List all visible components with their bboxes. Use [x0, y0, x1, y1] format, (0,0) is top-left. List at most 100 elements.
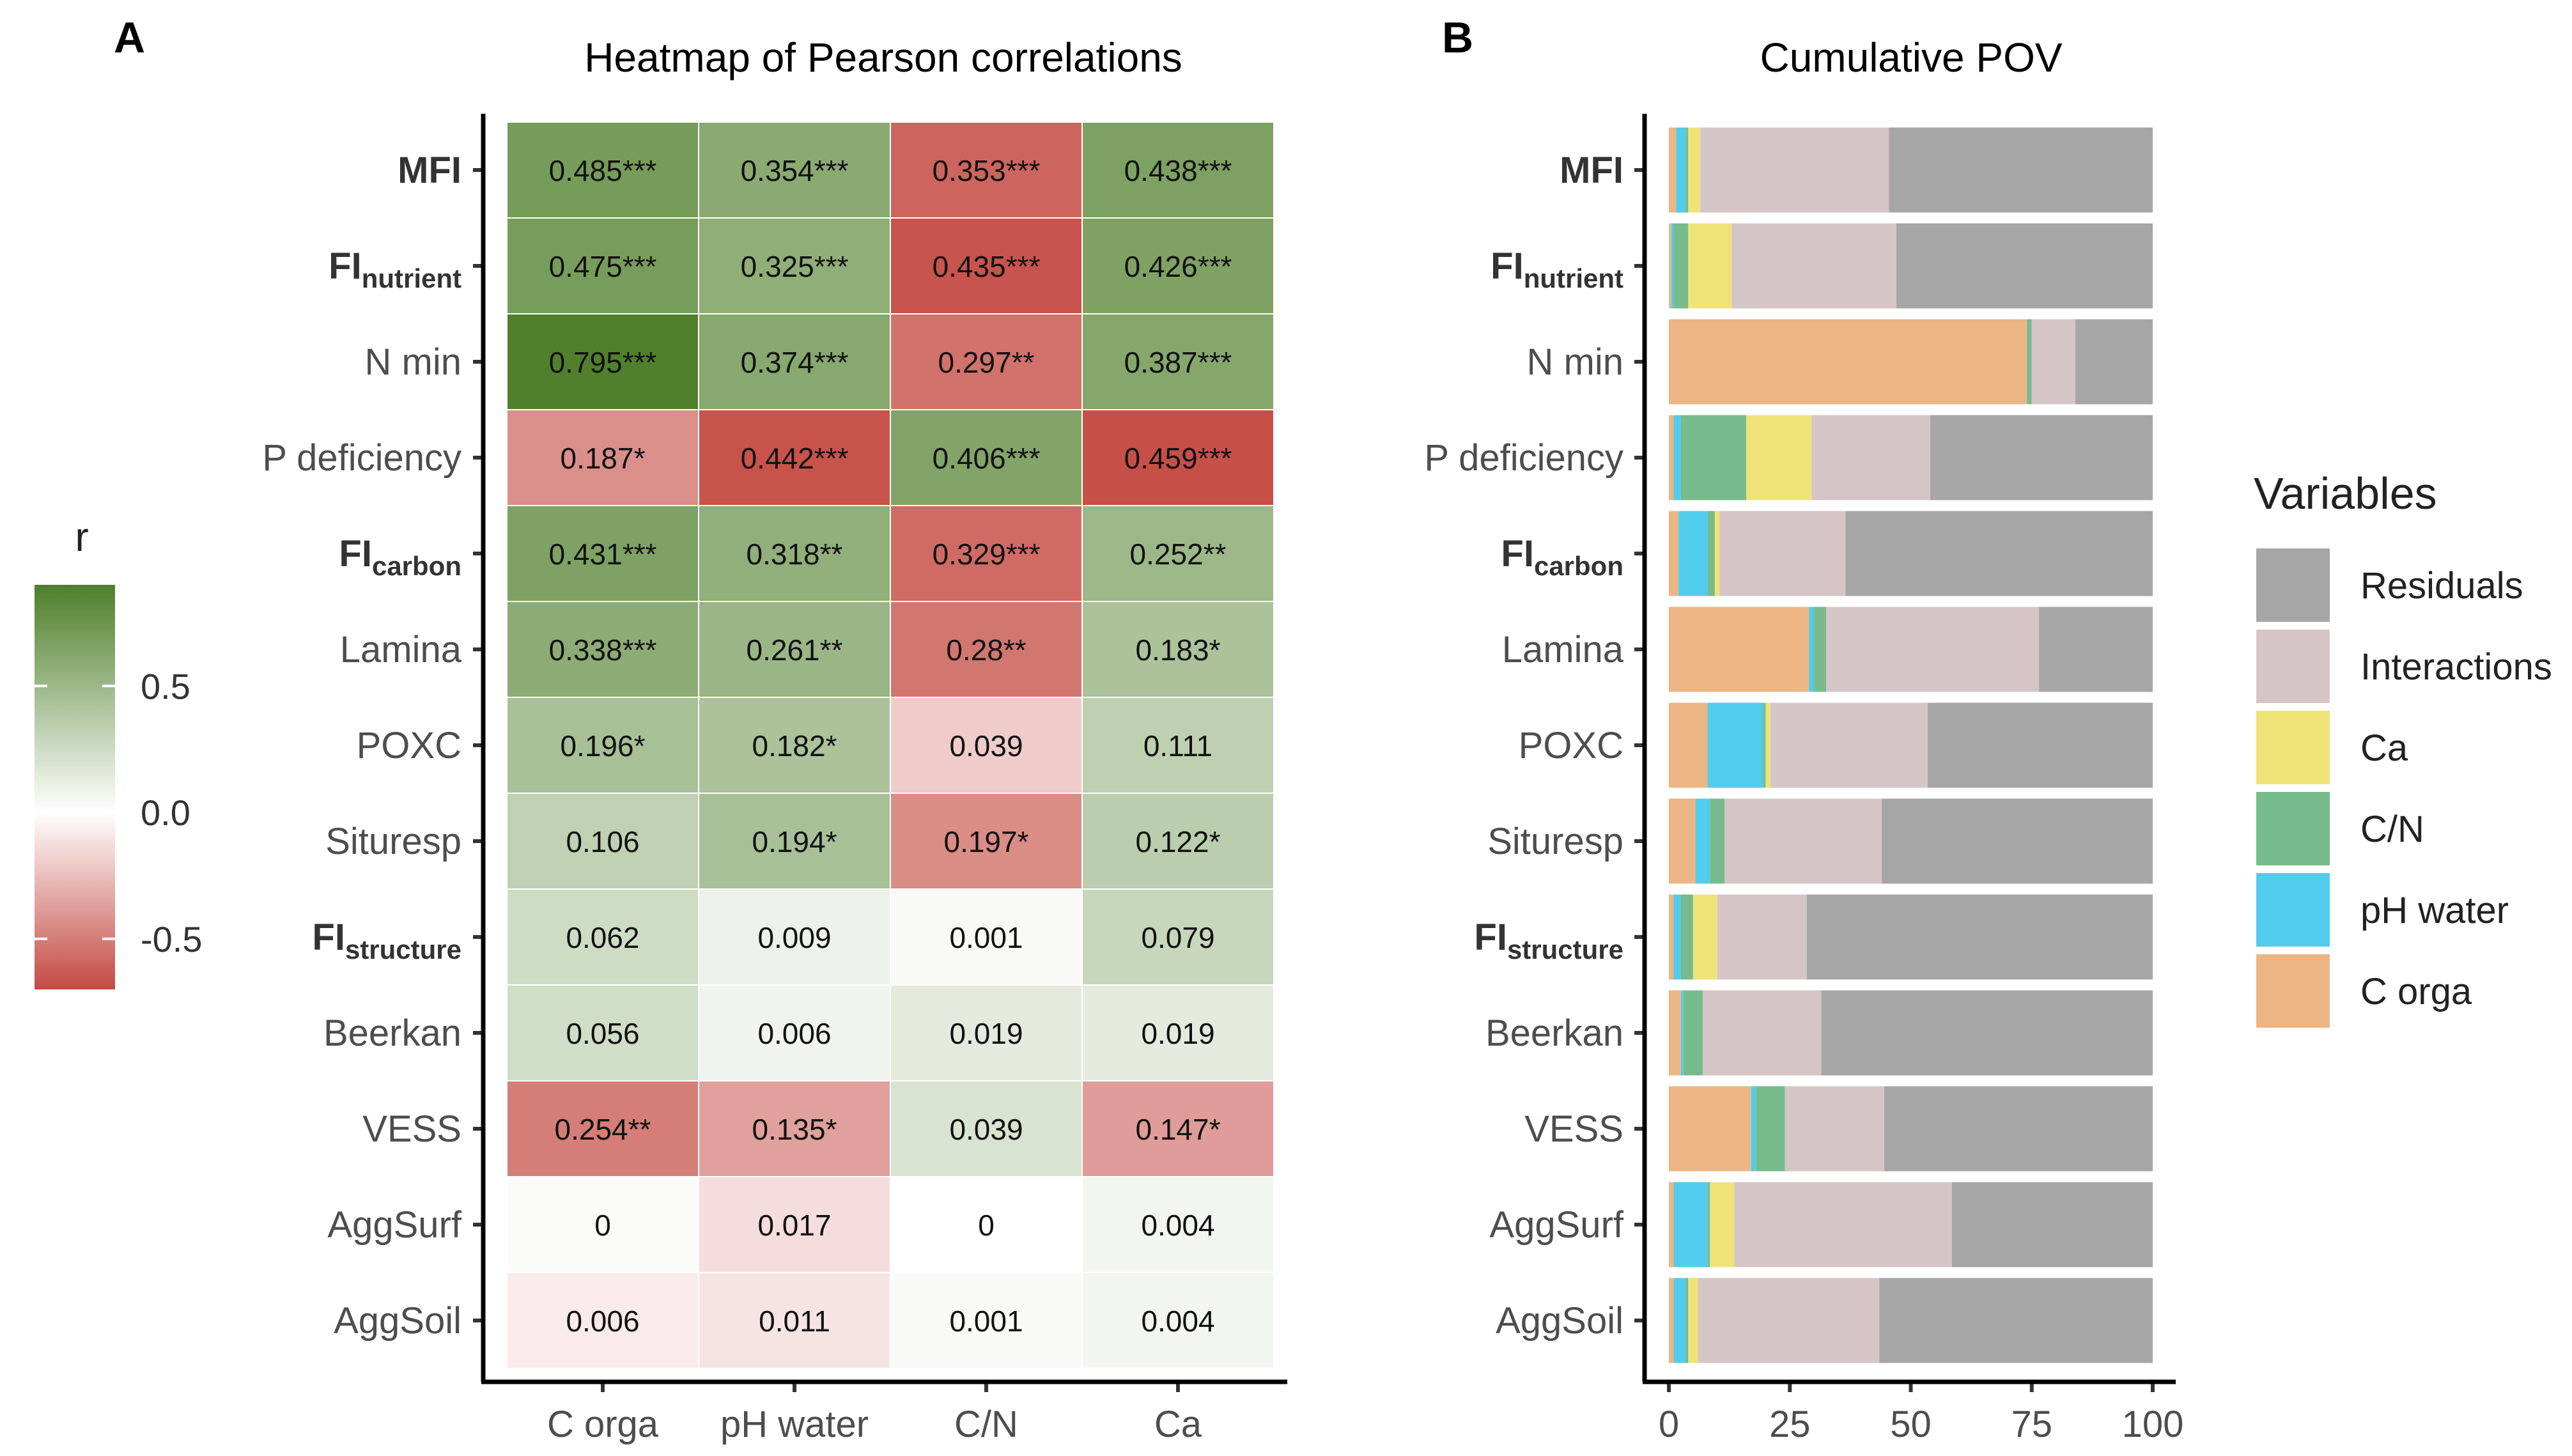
heatmap-cell [1081, 984, 1274, 1081]
heatmap-row-label: FIstructure [312, 917, 461, 964]
pov-bar-segment-residuals [1821, 990, 2153, 1076]
heatmap-row-label: P deficiency [262, 437, 461, 479]
pov-row-label-subscript: structure [1507, 934, 1623, 964]
pov-bar-segment-residuals [1930, 415, 2153, 500]
heatmap-cell-label: 0.438*** [1124, 154, 1232, 187]
pov-row-label: FIcarbon [1501, 533, 1623, 581]
heatmap-cell-label: 0.196* [560, 729, 645, 763]
heatmap-cell [890, 409, 1083, 506]
heatmap-cell-label: 0 [978, 1209, 995, 1242]
heatmap-cell [698, 1176, 891, 1273]
pov-bar-segment-ph-water [1707, 702, 1763, 788]
pov-row-label: P deficiency [1424, 437, 1623, 479]
heatmap-row-label: N min [365, 341, 461, 383]
pov-bar-segment-ca [1688, 223, 1732, 309]
heatmap-cell [698, 505, 891, 602]
pov-bar-segment-c-orga [1669, 798, 1696, 884]
pov-row-label-main: Beerkan [1485, 1012, 1623, 1054]
heatmap-row-label-main: FI [312, 917, 345, 958]
pov-row-label-main: P deficiency [1424, 437, 1623, 479]
pov-bar-segment-c-n [1683, 990, 1703, 1076]
pov-bar-segment-ph-water [1671, 223, 1674, 309]
heatmap-row-label-main: N min [365, 341, 461, 383]
legend-swatch [2256, 630, 2330, 703]
pov-x-tick-label: 50 [1890, 1404, 1932, 1445]
heatmap-cell [698, 888, 891, 986]
pov-bar-segment-interactions [1731, 223, 1896, 309]
colorbar-title: r [75, 514, 88, 560]
heatmap-column-label: C orga [547, 1404, 659, 1445]
heatmap-cell [890, 505, 1083, 602]
heatmap-cell-label: 0.183* [1135, 633, 1220, 667]
pov-bar-segment-ph-water [1673, 894, 1681, 980]
heatmap-cell-label: 0.426*** [1124, 250, 1232, 283]
heatmap-cell [506, 1080, 699, 1177]
pov-row-label-main: FI [1474, 917, 1507, 958]
pov-row-label-main: N min [1527, 341, 1623, 383]
heatmap-row-label: AggSoil [334, 1300, 461, 1342]
heatmap-title: Heatmap of Pearson correlations [584, 35, 1182, 81]
legend-label: Residuals [2360, 565, 2523, 607]
heatmap-cell [890, 984, 1083, 1081]
pov-bar-segment-c-n [1756, 1086, 1785, 1172]
pov-bar-segment-residuals [1879, 1278, 2153, 1363]
pov-row-label: Beerkan [1485, 1012, 1623, 1054]
heatmap-cell-label: 0.187* [560, 442, 645, 475]
pov-row-label-main: FI [1491, 245, 1524, 287]
heatmap-row-label: AggSurf [327, 1204, 461, 1246]
legend-label: Interactions [2360, 646, 2552, 688]
heatmap-cell [1081, 505, 1274, 602]
heatmap-cell [698, 793, 891, 890]
heatmap-cell-label: 0.28** [946, 633, 1026, 667]
heatmap-row-label-main: AggSoil [334, 1300, 461, 1342]
heatmap-cell-label: 0.011 [759, 1305, 830, 1338]
heatmap-cell-label: 0.009 [757, 921, 831, 954]
panel-b-letter: B [1442, 13, 1473, 62]
pov-bar-segment-c-orga [1669, 990, 1681, 1076]
heatmap-cell-label: 0.039 [949, 729, 1023, 763]
pov-row-label: VESS [1524, 1108, 1623, 1150]
pov-row-label: MFI [1560, 150, 1623, 191]
pov-bar-segment-residuals [1951, 1182, 2153, 1267]
pov-bar-segment-c-orga [1669, 1278, 1674, 1363]
heatmap-cell [890, 1176, 1083, 1273]
heatmap-cell [890, 888, 1083, 986]
heatmap-cell [506, 601, 699, 698]
heatmap-cell [506, 313, 699, 410]
pov-bar-segment-c-orga [1669, 1086, 1751, 1172]
pov-bar-segment-interactions [1698, 1278, 1880, 1363]
legend-label: C/N [2360, 809, 2424, 850]
pov-row-label: N min [1527, 341, 1623, 383]
pov-bar-segment-ph-water [1680, 990, 1684, 1076]
heatmap-cell [1081, 888, 1274, 986]
pov-x-tick-label: 100 [2122, 1404, 2184, 1445]
heatmap-cell [1081, 409, 1274, 506]
pov-row-label-main: AggSurf [1489, 1204, 1623, 1246]
pov-bars [1669, 127, 2153, 1363]
pov-bar-segment-interactions [1770, 702, 1928, 788]
heatmap-cell-label: 0.318** [747, 538, 843, 571]
heatmap-row-label-main: Lamina [340, 629, 462, 670]
pov-bar-segment-ph-water [1673, 1182, 1708, 1267]
pov-bar-segment-residuals [2039, 607, 2153, 692]
heatmap-cell [1081, 121, 1274, 219]
heatmap-cell [1081, 313, 1274, 410]
heatmap-cell-label: 0.459*** [1124, 442, 1232, 475]
heatmap-cell-label: 0 [594, 1209, 611, 1242]
pov-bar-segment-c-orga [1669, 127, 1677, 213]
heatmap-cell [890, 1080, 1083, 1177]
heatmap-column-label: C/N [954, 1404, 1018, 1445]
heatmap-cell [698, 697, 891, 794]
colorbar-tick-label: 0.5 [141, 666, 190, 706]
pov-bar-segment-c-orga [1669, 319, 2027, 405]
heatmap-cell [1081, 793, 1274, 890]
heatmap-cell-label: 0.353*** [933, 154, 1041, 187]
heatmap-row-label: Beerkan [323, 1012, 461, 1054]
pov-title: Cumulative POV [1760, 35, 2062, 81]
heatmap-cell [1081, 601, 1274, 698]
pov-row-label: FInutrient [1491, 245, 1623, 293]
pov-bar-segment-interactions [1785, 1086, 1884, 1172]
heatmap-cell [890, 121, 1083, 219]
pov-bar-segment-c-n [1707, 511, 1715, 596]
